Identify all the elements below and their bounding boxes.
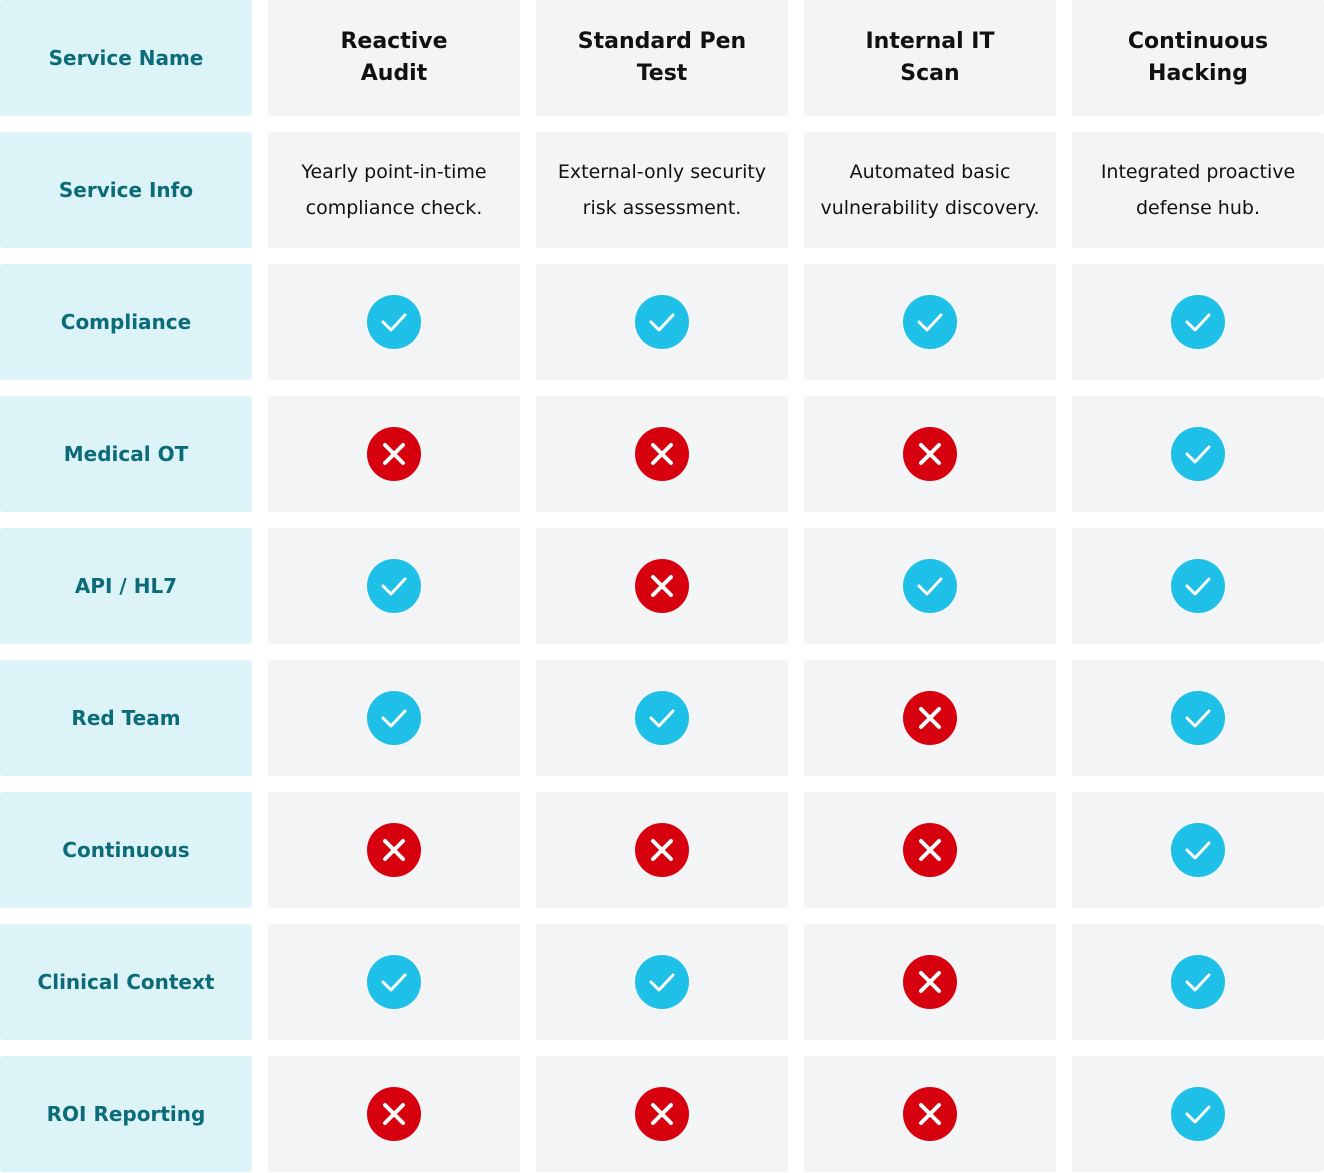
check-icon xyxy=(367,559,421,613)
feature-cell xyxy=(804,396,1056,512)
column-header: Continuous Hacking xyxy=(1072,0,1324,116)
row-label: Red Team xyxy=(0,660,252,776)
cross-icon xyxy=(635,427,689,481)
column-header: Reactive Audit xyxy=(268,0,520,116)
cross-icon xyxy=(903,427,957,481)
feature-cell xyxy=(536,660,788,776)
check-icon xyxy=(903,559,957,613)
feature-cell xyxy=(1072,924,1324,1040)
feature-cell xyxy=(1072,396,1324,512)
cross-icon xyxy=(367,1087,421,1141)
service-info: Integrated proactive defense hub. xyxy=(1072,132,1324,248)
cross-icon xyxy=(903,955,957,1009)
feature-cell xyxy=(536,792,788,908)
check-icon xyxy=(635,955,689,1009)
cross-icon xyxy=(903,1087,957,1141)
feature-cell xyxy=(268,1056,520,1172)
check-icon xyxy=(1171,955,1225,1009)
check-icon xyxy=(367,691,421,745)
check-icon xyxy=(1171,691,1225,745)
row-label: Medical OT xyxy=(0,396,252,512)
cross-icon xyxy=(367,823,421,877)
check-icon xyxy=(635,691,689,745)
cross-icon xyxy=(903,823,957,877)
feature-cell xyxy=(1072,528,1324,644)
service-info: Automated basic vulnerability discovery. xyxy=(804,132,1056,248)
feature-cell xyxy=(804,1056,1056,1172)
feature-cell xyxy=(536,924,788,1040)
feature-cell xyxy=(804,660,1056,776)
check-icon xyxy=(903,295,957,349)
column-header: Standard Pen Test xyxy=(536,0,788,116)
service-info: External-only security risk assessment. xyxy=(536,132,788,248)
cross-icon xyxy=(903,691,957,745)
header-label: Service Name xyxy=(0,0,252,116)
service-info: Yearly point-in-time compliance check. xyxy=(268,132,520,248)
row-label: Clinical Context xyxy=(0,924,252,1040)
check-icon xyxy=(367,955,421,1009)
row-label: Compliance xyxy=(0,264,252,380)
feature-cell xyxy=(1072,660,1324,776)
feature-cell xyxy=(268,528,520,644)
check-icon xyxy=(1171,823,1225,877)
cross-icon xyxy=(367,427,421,481)
check-icon xyxy=(1171,1087,1225,1141)
check-icon xyxy=(1171,295,1225,349)
check-icon xyxy=(367,295,421,349)
feature-cell xyxy=(536,396,788,512)
feature-cell xyxy=(804,792,1056,908)
row-label: ROI Reporting xyxy=(0,1056,252,1172)
feature-cell xyxy=(536,528,788,644)
cross-icon xyxy=(635,823,689,877)
row-label: Continuous xyxy=(0,792,252,908)
feature-cell xyxy=(268,792,520,908)
check-icon xyxy=(635,295,689,349)
feature-cell xyxy=(804,924,1056,1040)
feature-cell xyxy=(1072,264,1324,380)
cross-icon xyxy=(635,1087,689,1141)
cross-icon xyxy=(635,559,689,613)
feature-cell xyxy=(268,924,520,1040)
feature-cell xyxy=(804,264,1056,380)
check-icon xyxy=(1171,559,1225,613)
check-icon xyxy=(1171,427,1225,481)
feature-cell xyxy=(268,660,520,776)
feature-cell xyxy=(1072,792,1324,908)
feature-cell xyxy=(536,264,788,380)
row-label: API / HL7 xyxy=(0,528,252,644)
feature-cell xyxy=(536,1056,788,1172)
row-label: Service Info xyxy=(0,132,252,248)
column-header: Internal IT Scan xyxy=(804,0,1056,116)
feature-cell xyxy=(1072,1056,1324,1172)
feature-cell xyxy=(268,264,520,380)
feature-cell xyxy=(804,528,1056,644)
feature-cell xyxy=(268,396,520,512)
